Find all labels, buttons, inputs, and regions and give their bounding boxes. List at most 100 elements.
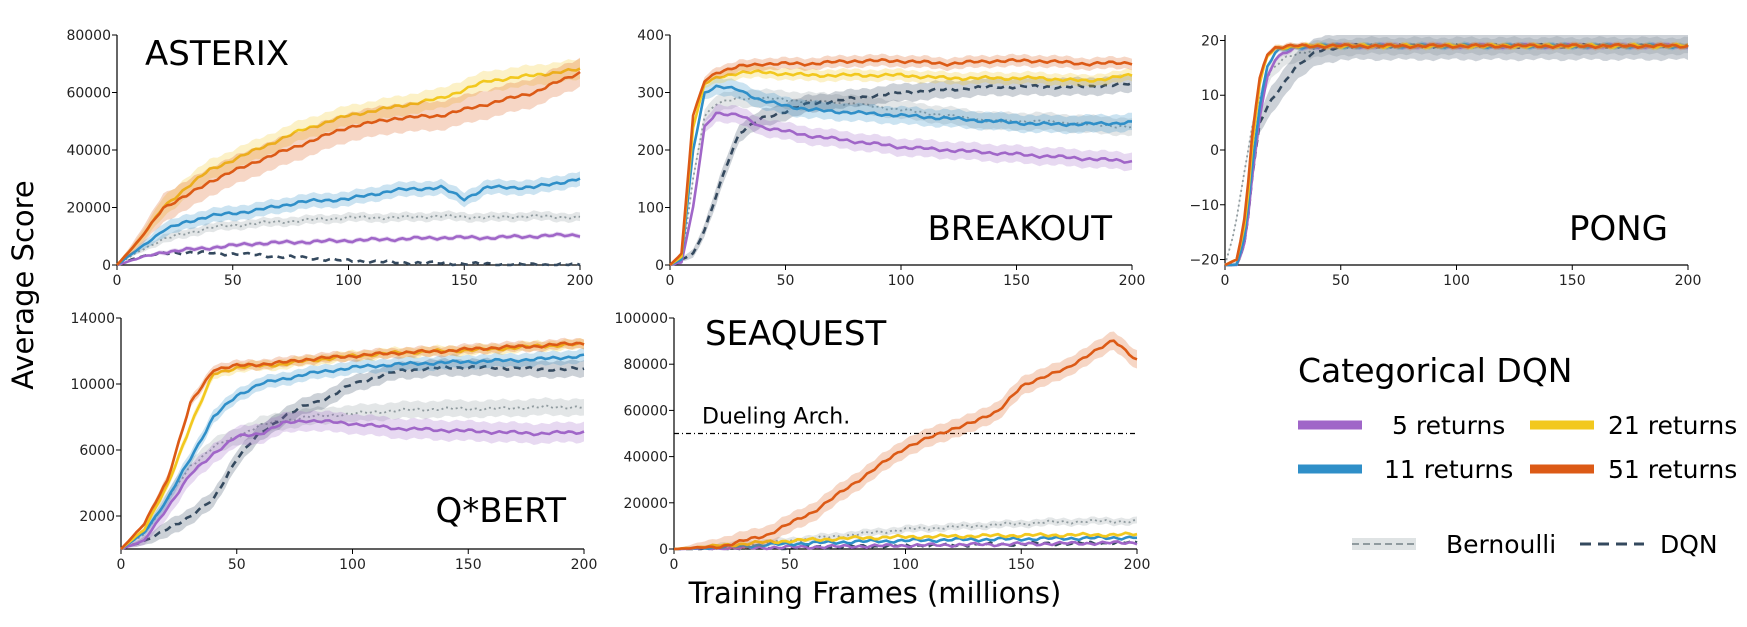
panel-title: BREAKOUT (927, 209, 1112, 249)
y-tick-label: 200 (637, 143, 664, 159)
confidence-band-c11 (121, 348, 584, 549)
x-tick-label: 50 (224, 273, 242, 289)
panel-pong: 0 50 100 150 200 −20 −10 0 10 20 PONG (1189, 33, 1701, 289)
series-line-bernoulli (120, 404, 585, 550)
x-tick-label: 100 (339, 557, 366, 573)
x-tick-label: 100 (892, 557, 919, 573)
series-line-51-returns (673, 339, 1138, 551)
x-tick-label: 150 (455, 557, 482, 573)
confidence-band-dqn (670, 74, 1132, 265)
panel-asterix: 0 50 100 150 200 0 20000 40000 60000 80000 ASTERIX (66, 28, 593, 289)
series-line-51-returns (669, 58, 1133, 266)
x-tick-label: 50 (777, 273, 795, 289)
y-tick-label: 2000 (79, 509, 115, 525)
x-tick-label: 200 (1675, 273, 1702, 289)
y-tick-label: 20000 (66, 201, 111, 217)
confidence-band-c21 (117, 58, 580, 265)
confidence-band-c51 (670, 53, 1132, 265)
panel-title: PONG (1569, 209, 1668, 249)
x-tick-label: 0 (117, 557, 126, 573)
x-tick-label: 100 (1443, 273, 1470, 289)
legend-swatch-bernoulli-band (1352, 538, 1416, 550)
reference-label: Dueling Arch. (702, 405, 850, 430)
confidence-band-c21 (670, 65, 1132, 265)
x-tick-label: 50 (781, 557, 799, 573)
series-line-11-returns (669, 84, 1132, 267)
series-line-51-returns (1224, 43, 1689, 267)
y-tick-label: 300 (637, 86, 664, 102)
panel-seaquest: 0 50 100 150 200 0 20000 40000 60000 80000 100000 D… (615, 311, 1151, 573)
x-tick-label: 100 (335, 273, 362, 289)
y-tick-label: 80000 (66, 28, 111, 44)
y-tick-label: 400 (637, 28, 664, 44)
x-axis-title: Training Frames (millions) (688, 576, 1062, 610)
series-line-5-returns (669, 111, 1133, 267)
legend-title: Categorical DQN (1298, 351, 1572, 390)
y-tick-label: −10 (1189, 198, 1219, 214)
panel-title: SEAQUEST (705, 314, 886, 354)
series-line-21-returns (120, 341, 585, 550)
confidence-band-bern (121, 397, 584, 549)
legend-label-5-returns: 5 returns (1392, 411, 1505, 440)
y-tick-label: 40000 (623, 450, 668, 466)
panel-title: ASTERIX (145, 34, 289, 74)
x-tick-label: 200 (1124, 557, 1151, 573)
legend-label-bernoulli: Bernoulli (1446, 530, 1556, 559)
x-tick-label: 200 (571, 557, 598, 573)
y-tick-label: −20 (1189, 253, 1219, 269)
confidence-band-c5 (670, 104, 1132, 265)
x-tick-label: 150 (1003, 273, 1030, 289)
x-tick-label: 100 (888, 273, 915, 289)
x-tick-label: 0 (113, 273, 122, 289)
series-line-dqn (669, 81, 1133, 267)
series-line-5-returns (116, 232, 581, 267)
x-tick-label: 150 (1559, 273, 1586, 289)
y-tick-label: 10000 (70, 377, 115, 393)
confidence-band-c51 (674, 331, 1137, 549)
y-tick-label: 20000 (623, 496, 668, 512)
y-tick-label: 100 (637, 201, 664, 217)
y-tick-label: 10 (1201, 88, 1219, 104)
x-tick-label: 150 (1008, 557, 1035, 573)
series-line-11-returns (120, 353, 585, 551)
x-tick-label: 200 (1119, 273, 1146, 289)
legend-label-51-returns: 51 returns (1608, 455, 1737, 484)
x-tick-label: 50 (1332, 273, 1350, 289)
series-line-5-returns (120, 418, 585, 551)
x-tick-label: 200 (567, 273, 594, 289)
y-tick-label: 80000 (623, 357, 668, 373)
confidence-band-bern (674, 516, 1137, 549)
series-line-11-returns (116, 177, 581, 267)
y-tick-label: 20 (1201, 33, 1219, 49)
x-tick-label: 0 (666, 273, 675, 289)
x-tick-label: 50 (228, 557, 246, 573)
y-tick-label: 6000 (79, 443, 115, 459)
y-tick-label: 0 (1210, 143, 1219, 159)
y-axis-title: Average Score (6, 180, 40, 390)
y-tick-label: 0 (659, 542, 668, 558)
y-tick-label: 14000 (70, 311, 115, 327)
confidence-band-c11 (117, 171, 580, 265)
y-tick-label: 0 (102, 258, 111, 274)
y-tick-label: 100000 (615, 311, 668, 327)
series-line-21-returns (669, 69, 1133, 267)
series-line-51-returns (120, 341, 585, 550)
y-tick-label: 40000 (66, 143, 111, 159)
series-line-dqn (120, 364, 585, 551)
series-line-21-returns (673, 531, 1138, 551)
confidence-band-dqn (1225, 35, 1688, 265)
legend-label-21-returns: 21 returns (1608, 411, 1737, 440)
legend: Categorical DQN 5 returns 11 returns 21 re… (1298, 351, 1737, 559)
panel-title: Q*BERT (436, 491, 567, 531)
confidence-band-c5 (117, 231, 580, 265)
series-line-bernoulli (116, 213, 581, 266)
y-tick-label: 60000 (623, 403, 668, 419)
series-line-bernoulli (669, 96, 1133, 266)
panel-breakout: 0 50 100 150 200 0 100 200 300 400 BREAKOUT (637, 28, 1145, 289)
legend-label-dqn: DQN (1660, 530, 1718, 559)
series-line-bernoulli (673, 519, 1138, 550)
series-line-dqn (116, 250, 581, 267)
confidence-band-c5 (121, 410, 584, 549)
